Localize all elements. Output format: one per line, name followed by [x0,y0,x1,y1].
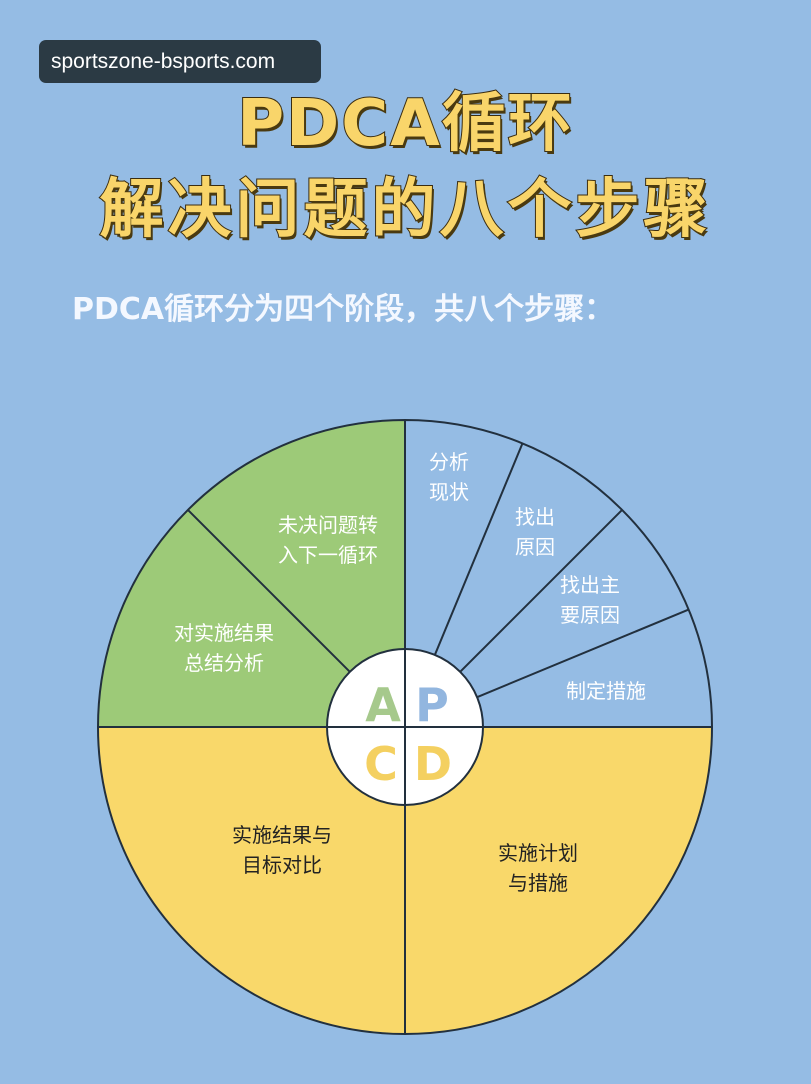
sector-divider [459,509,623,673]
svg-text:制定措施: 制定措施 [566,679,646,703]
svg-text:总结分析: 总结分析 [184,651,264,675]
svg-text:实施结果与: 实施结果与 [232,823,332,847]
svg-text:分析: 分析 [429,450,469,474]
svg-text:入下一循环: 入下一循环 [278,543,378,567]
svg-text:对实施结果: 对实施结果 [174,621,274,645]
svg-text:找出: 找出 [515,505,555,529]
check-quadrant [96,726,406,1036]
svg-text:要原因: 要原因 [560,603,620,627]
phase-p: P [415,678,449,732]
step-4: 制定措施 [566,679,646,703]
svg-text:与措施: 与措施 [508,871,568,895]
phase-a: A [365,678,401,732]
svg-text:实施计划: 实施计划 [498,841,578,865]
sector-divider [433,442,524,656]
title-line-1: PDCA循环 [236,86,574,162]
svg-text:现状: 现状 [429,480,469,504]
svg-text:目标对比: 目标对比 [242,853,322,877]
svg-text:未决问题转: 未决问题转 [278,513,378,537]
phase-d: D [414,737,452,791]
phase-c: C [364,737,398,791]
subtitle: PDCA循环分为四个阶段，共八个步骤： [72,292,615,327]
watermark: sportszone-bsports.com [39,40,321,83]
svg-text:原因: 原因 [515,535,555,559]
sector-divider [187,509,351,673]
do-quadrant [404,726,714,1036]
svg-text:找出主: 找出主 [560,573,620,597]
sector-divider [476,608,690,699]
title-line-2: 解决问题的八个步骤 [99,172,712,248]
